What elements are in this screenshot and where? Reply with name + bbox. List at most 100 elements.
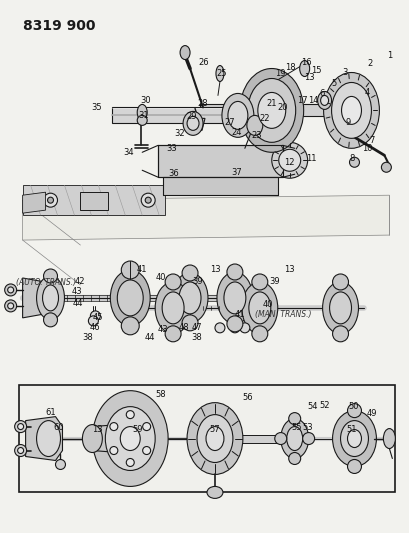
Ellipse shape bbox=[257, 92, 285, 128]
Ellipse shape bbox=[239, 69, 303, 152]
Ellipse shape bbox=[36, 421, 61, 456]
Text: 27: 27 bbox=[224, 118, 235, 127]
Ellipse shape bbox=[380, 162, 391, 172]
Ellipse shape bbox=[241, 282, 277, 334]
Text: 31: 31 bbox=[137, 111, 148, 120]
Text: 3: 3 bbox=[341, 68, 346, 77]
Ellipse shape bbox=[251, 274, 267, 290]
Ellipse shape bbox=[126, 458, 134, 466]
Bar bbox=[163, 177, 277, 195]
Ellipse shape bbox=[4, 284, 17, 296]
Ellipse shape bbox=[105, 407, 155, 471]
Ellipse shape bbox=[36, 276, 64, 320]
Text: 48: 48 bbox=[178, 324, 189, 333]
Text: 36: 36 bbox=[169, 169, 179, 177]
Ellipse shape bbox=[248, 292, 270, 324]
Text: 17: 17 bbox=[297, 96, 307, 105]
Polygon shape bbox=[22, 195, 389, 240]
Ellipse shape bbox=[121, 317, 139, 335]
Ellipse shape bbox=[47, 197, 54, 203]
Bar bbox=[112, 108, 273, 123]
Ellipse shape bbox=[280, 418, 308, 458]
Ellipse shape bbox=[110, 447, 117, 455]
Ellipse shape bbox=[137, 104, 147, 120]
Ellipse shape bbox=[223, 282, 245, 314]
Text: 39: 39 bbox=[269, 278, 279, 286]
Text: 13: 13 bbox=[92, 425, 102, 434]
Text: 6: 6 bbox=[318, 89, 324, 98]
Ellipse shape bbox=[187, 402, 242, 474]
Ellipse shape bbox=[179, 282, 200, 314]
Text: 13: 13 bbox=[303, 73, 314, 82]
Bar bbox=[80, 192, 108, 210]
Ellipse shape bbox=[331, 83, 371, 139]
Ellipse shape bbox=[286, 426, 302, 450]
Ellipse shape bbox=[43, 193, 57, 207]
Text: 44: 44 bbox=[145, 333, 155, 342]
Text: 56: 56 bbox=[242, 393, 252, 402]
Ellipse shape bbox=[142, 423, 150, 431]
Ellipse shape bbox=[382, 429, 394, 449]
Text: 15: 15 bbox=[310, 66, 321, 75]
Ellipse shape bbox=[221, 93, 253, 138]
Text: 59: 59 bbox=[132, 425, 142, 434]
Ellipse shape bbox=[55, 459, 65, 470]
Text: 49: 49 bbox=[365, 409, 376, 418]
Ellipse shape bbox=[332, 274, 348, 290]
Ellipse shape bbox=[145, 197, 151, 203]
Ellipse shape bbox=[347, 403, 361, 417]
Ellipse shape bbox=[182, 315, 198, 331]
Text: 44: 44 bbox=[72, 300, 83, 309]
Text: 32: 32 bbox=[174, 129, 185, 138]
Ellipse shape bbox=[110, 270, 150, 326]
Ellipse shape bbox=[278, 149, 300, 171]
Ellipse shape bbox=[247, 78, 295, 142]
Ellipse shape bbox=[227, 101, 247, 130]
Text: 5: 5 bbox=[330, 79, 335, 88]
Bar bbox=[200, 434, 282, 442]
Bar bbox=[200, 104, 351, 116]
Text: 12: 12 bbox=[284, 158, 294, 167]
Ellipse shape bbox=[197, 415, 232, 463]
Ellipse shape bbox=[90, 311, 100, 321]
Ellipse shape bbox=[120, 426, 140, 450]
Ellipse shape bbox=[207, 487, 222, 498]
Text: 46: 46 bbox=[90, 324, 101, 333]
Ellipse shape bbox=[162, 292, 184, 324]
Ellipse shape bbox=[142, 447, 150, 455]
Text: 18: 18 bbox=[285, 63, 295, 72]
Text: 43: 43 bbox=[72, 287, 83, 296]
Text: 19: 19 bbox=[275, 69, 285, 78]
Text: 37: 37 bbox=[231, 168, 242, 177]
Text: 58: 58 bbox=[155, 390, 166, 399]
Text: 20: 20 bbox=[277, 103, 287, 112]
Text: 52: 52 bbox=[319, 401, 329, 410]
Ellipse shape bbox=[341, 96, 361, 124]
Polygon shape bbox=[184, 118, 204, 131]
Text: 61: 61 bbox=[45, 408, 56, 417]
Ellipse shape bbox=[183, 111, 202, 135]
Ellipse shape bbox=[323, 72, 378, 148]
Text: 33: 33 bbox=[166, 144, 177, 153]
Text: 16: 16 bbox=[301, 58, 311, 67]
Ellipse shape bbox=[82, 425, 102, 453]
Ellipse shape bbox=[8, 303, 13, 309]
Ellipse shape bbox=[43, 313, 57, 327]
Ellipse shape bbox=[88, 316, 98, 326]
Ellipse shape bbox=[43, 269, 57, 283]
Ellipse shape bbox=[141, 193, 155, 207]
Ellipse shape bbox=[172, 273, 207, 323]
Text: 54: 54 bbox=[307, 402, 317, 411]
Text: 35: 35 bbox=[91, 103, 101, 112]
Text: 40: 40 bbox=[262, 301, 272, 309]
Text: 4: 4 bbox=[364, 88, 369, 97]
Ellipse shape bbox=[8, 287, 13, 293]
Text: 50: 50 bbox=[347, 402, 358, 411]
Text: (AUTO. TRANS.): (AUTO. TRANS.) bbox=[16, 278, 76, 287]
Ellipse shape bbox=[347, 430, 361, 448]
Ellipse shape bbox=[93, 193, 107, 207]
Ellipse shape bbox=[329, 292, 351, 324]
Ellipse shape bbox=[92, 391, 168, 487]
Text: 11: 11 bbox=[306, 154, 316, 163]
Ellipse shape bbox=[110, 423, 117, 431]
